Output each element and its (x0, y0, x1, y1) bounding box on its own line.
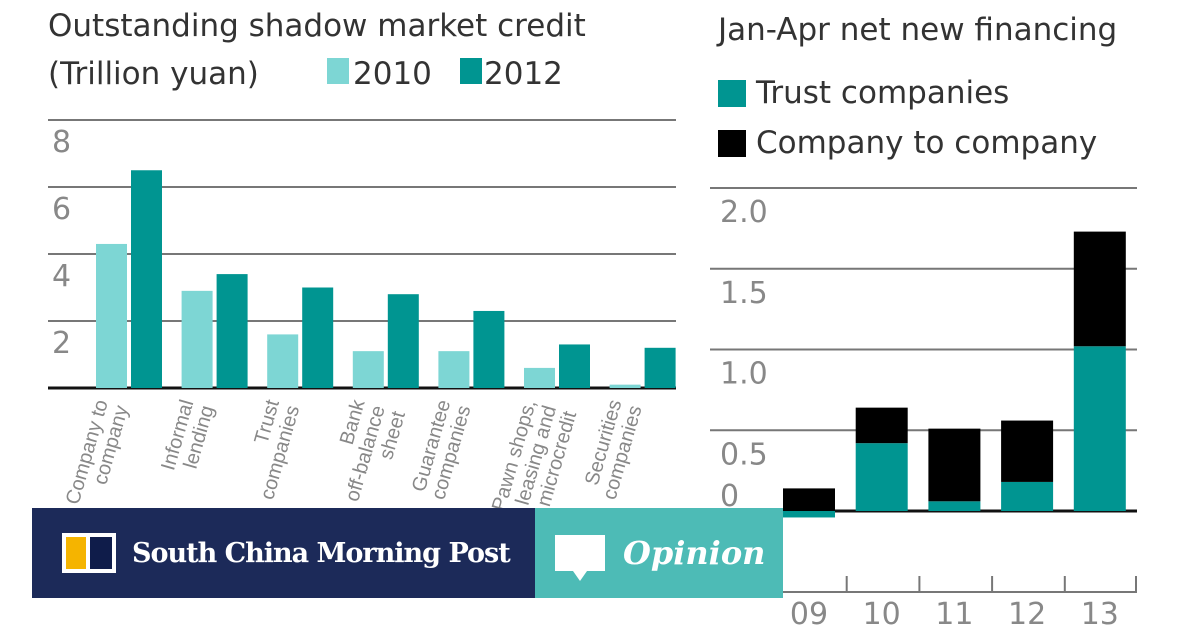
scmp-banner[interactable]: South China Morning Post Opinion (32, 508, 783, 598)
right-chart: Jan-Apr net new financing Trust companie… (710, 12, 1137, 630)
x-tick-label: 12 (1008, 597, 1046, 630)
bar-trust-companies (1001, 481, 1054, 511)
bar-2010 (352, 351, 384, 388)
bar-company-to-company (855, 407, 908, 444)
y-tick-label: 1.0 (720, 357, 768, 392)
opinion-label: Opinion (623, 534, 766, 572)
bar-trust-companies (928, 501, 981, 511)
category-label: Trustcompanies (236, 397, 304, 502)
x-tick-label: 09 (790, 597, 828, 630)
bar-2012 (387, 294, 419, 388)
legend-label-trust: Trust companies (755, 75, 1009, 111)
left-chart-title: Outstanding shadow market credit (48, 8, 586, 44)
bar-trust-companies (1073, 346, 1126, 511)
legend-label-company: Company to company (756, 125, 1097, 161)
bar-trust-companies (855, 443, 908, 511)
legend-swatch-2012 (460, 58, 482, 84)
left-chart: Outstanding shadow market credit (Trilli… (48, 8, 676, 525)
legend-swatch-company (718, 130, 746, 157)
category-label: Company tocompany (62, 397, 133, 513)
bar-company-to-company (783, 488, 835, 511)
x-tick-label: 13 (1081, 597, 1119, 630)
bar-company-to-company (1073, 231, 1126, 347)
category-label: Informallending (157, 397, 218, 478)
brand-section: South China Morning Post (32, 508, 535, 598)
y-tick-label: 1.5 (720, 276, 768, 311)
bar-2012 (644, 347, 676, 388)
y-tick-label: 2.0 (720, 195, 768, 230)
bar-2010 (96, 243, 127, 388)
x-tick-label: 11 (935, 597, 973, 630)
bar-2012 (473, 310, 505, 388)
brand-name: South China Morning Post (132, 537, 511, 569)
opinion-section: Opinion (535, 508, 783, 598)
category-label: Securitiescompanies (579, 397, 647, 502)
bar-company-to-company (928, 428, 981, 502)
x-tick-label: 10 (863, 597, 901, 630)
bar-2010 (438, 351, 470, 388)
bar-2012 (559, 344, 590, 388)
bar-2012 (131, 170, 162, 388)
y-tick-label: 8 (52, 125, 71, 160)
left-chart-unit: (Trillion yuan) (48, 56, 259, 92)
bar-2010 (181, 290, 213, 388)
legend-label-2010: 2010 (353, 56, 432, 92)
legend-swatch-trust (718, 80, 746, 107)
bar-2010 (524, 367, 555, 388)
bar-2012 (216, 274, 248, 388)
y-tick-label: 6 (52, 192, 71, 227)
legend-label-2012: 2012 (484, 56, 563, 92)
y-tick-label: 4 (52, 259, 71, 294)
bar-trust-companies (783, 511, 835, 518)
y-tick-label: 2 (52, 326, 71, 361)
y-tick-label: 0.5 (720, 437, 768, 472)
y-tick-label: 0 (720, 479, 739, 514)
category-label: Pawn shops,leasing andmicrocredit (488, 397, 581, 525)
bar-company-to-company (1001, 420, 1054, 482)
bar-2010 (609, 384, 641, 388)
legend-swatch-2010 (327, 58, 349, 84)
bar-2010 (267, 334, 299, 388)
bar-2012 (302, 287, 334, 388)
category-label: Guaranteecompanies (407, 397, 475, 502)
right-chart-title: Jan-Apr net new financing (716, 12, 1117, 48)
speech-bubble-icon (555, 535, 605, 581)
scmp-logo-icon (62, 533, 116, 573)
category-label: Bankoff-balancesheet (321, 396, 410, 509)
